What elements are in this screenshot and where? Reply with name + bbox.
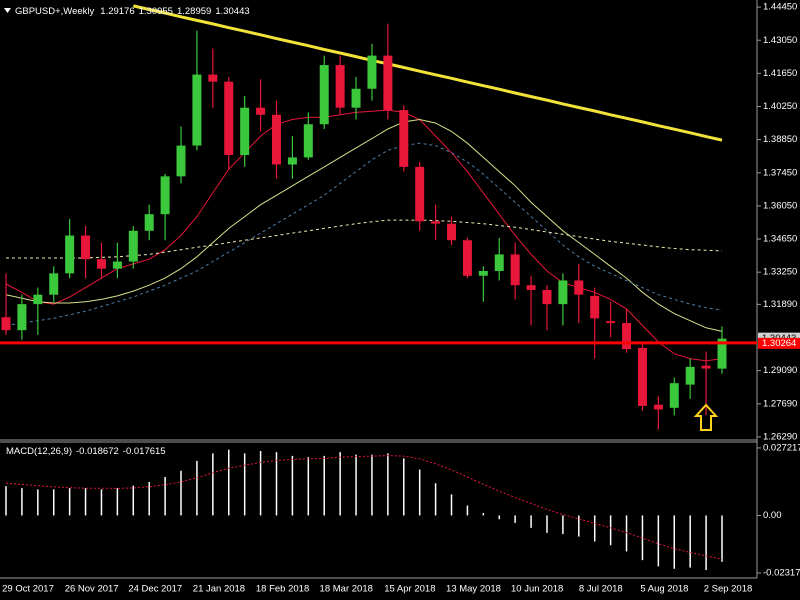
- level-price-box: [758, 337, 800, 349]
- moving-average: [6, 219, 723, 259]
- y-tick-label: 1.37450: [763, 167, 797, 178]
- candle-body: [224, 81, 234, 156]
- candle-body: [240, 107, 250, 156]
- candle-body: [319, 65, 329, 125]
- y-tick-label: 1.27690: [763, 398, 797, 409]
- candle-body: [478, 271, 488, 276]
- candle-body: [526, 285, 536, 290]
- candle-body: [176, 145, 186, 177]
- high-value: 1.30955: [139, 6, 173, 17]
- x-tick-label: 8 Jul 2018: [579, 584, 623, 595]
- candle-body: [1, 317, 11, 331]
- candle-body: [208, 74, 218, 82]
- candle-body: [351, 88, 361, 108]
- x-tick-label: 24 Dec 2017: [128, 584, 182, 595]
- macd-title: MACD(12,26,9): [6, 446, 72, 457]
- moving-average: [5, 118, 723, 332]
- candle-body: [399, 110, 409, 167]
- candle-body: [494, 254, 504, 272]
- candle-body: [33, 294, 43, 305]
- candle-body: [128, 230, 138, 262]
- candle-body: [510, 254, 520, 286]
- candle-body: [462, 240, 472, 276]
- candle-body: [367, 55, 377, 89]
- candle-body: [335, 65, 345, 108]
- x-tick-label: 18 Mar 2018: [320, 584, 373, 595]
- candle-body: [271, 114, 281, 165]
- candle-body: [96, 259, 106, 269]
- moving-average: [132, 4, 723, 142]
- x-tick-label: 26 Nov 2017: [65, 584, 119, 595]
- candle-body: [542, 289, 552, 305]
- buy-arrow: [693, 403, 719, 431]
- candle-body: [303, 124, 313, 158]
- y-tick-label: 1.34650: [763, 234, 797, 245]
- x-tick-label: 2 Sep 2018: [704, 584, 753, 595]
- x-tick-label: 21 Jan 2018: [193, 584, 245, 595]
- candle-body: [574, 280, 584, 295]
- x-tick-label: 18 Feb 2018: [256, 584, 309, 595]
- chart-title: GBPUSD+,Weekly: [15, 6, 95, 17]
- candle-body: [287, 157, 297, 165]
- x-tick-label: 15 Apr 2018: [384, 584, 435, 595]
- candle-body: [431, 221, 441, 224]
- candle-body: [590, 295, 600, 319]
- candle-body: [383, 55, 393, 111]
- candle-body: [701, 365, 711, 369]
- candle-body: [144, 214, 154, 231]
- candle-body: [256, 107, 266, 115]
- y-tick-label: 0.027217: [763, 442, 800, 453]
- x-tick-label: 13 May 2018: [446, 584, 501, 595]
- signal-line: [5, 455, 723, 560]
- candle-body: [637, 347, 647, 406]
- y-tick-label: 1.44450: [763, 2, 797, 13]
- signal-value: -0.017615: [123, 446, 166, 457]
- candle-body: [606, 321, 616, 324]
- level-price-label: 1.30264: [762, 338, 796, 349]
- x-tick-label: 10 Jun 2018: [511, 584, 563, 595]
- y-tick-label: 1.29090: [763, 365, 797, 376]
- candle-body: [558, 280, 568, 305]
- x-tick-label: 5 Aug 2018: [640, 584, 688, 595]
- macd-header: MACD(12,26,9) -0.018672 -0.017615: [6, 446, 166, 457]
- y-tick-label: 1.26290: [763, 431, 797, 442]
- candle-body: [669, 383, 679, 408]
- candle-body: [160, 176, 170, 215]
- candle-body: [49, 273, 59, 295]
- close-value: 1.30443: [215, 6, 249, 17]
- y-tick-label: 1.36050: [763, 200, 797, 211]
- moving-average: [5, 142, 723, 326]
- candle-body: [192, 74, 202, 146]
- candle-body: [622, 323, 632, 350]
- low-value: 1.28959: [177, 6, 211, 17]
- candle-body: [415, 166, 425, 222]
- open-value: 1.29176: [100, 6, 134, 17]
- candle-body: [717, 338, 727, 369]
- y-tick-label: 1.31890: [763, 299, 797, 310]
- candle-body: [653, 404, 663, 410]
- y-tick-label: 0.00: [763, 510, 782, 521]
- y-tick-label: 1.38850: [763, 134, 797, 145]
- x-tick-label: 29 Oct 2017: [2, 584, 54, 595]
- y-tick-label: 1.41650: [763, 68, 797, 79]
- menu-triangle[interactable]: [4, 8, 11, 13]
- candle-body: [447, 223, 457, 241]
- candle-body: [81, 235, 91, 260]
- candle-body: [685, 366, 695, 385]
- y-tick-label: 1.40250: [763, 101, 797, 112]
- candle-body: [112, 261, 122, 269]
- y-tick-label: 1.43050: [763, 35, 797, 46]
- candle-body: [65, 235, 75, 274]
- chart-header: GBPUSD+,Weekly 1.29176 1.30955 1.28959 1.304…: [15, 6, 250, 17]
- moving-average: [5, 109, 723, 362]
- y-tick-label: -0.023179: [763, 568, 800, 579]
- macd-value: -0.018672: [76, 446, 119, 457]
- y-tick-label: 1.33250: [763, 267, 797, 278]
- candle-body: [17, 304, 27, 331]
